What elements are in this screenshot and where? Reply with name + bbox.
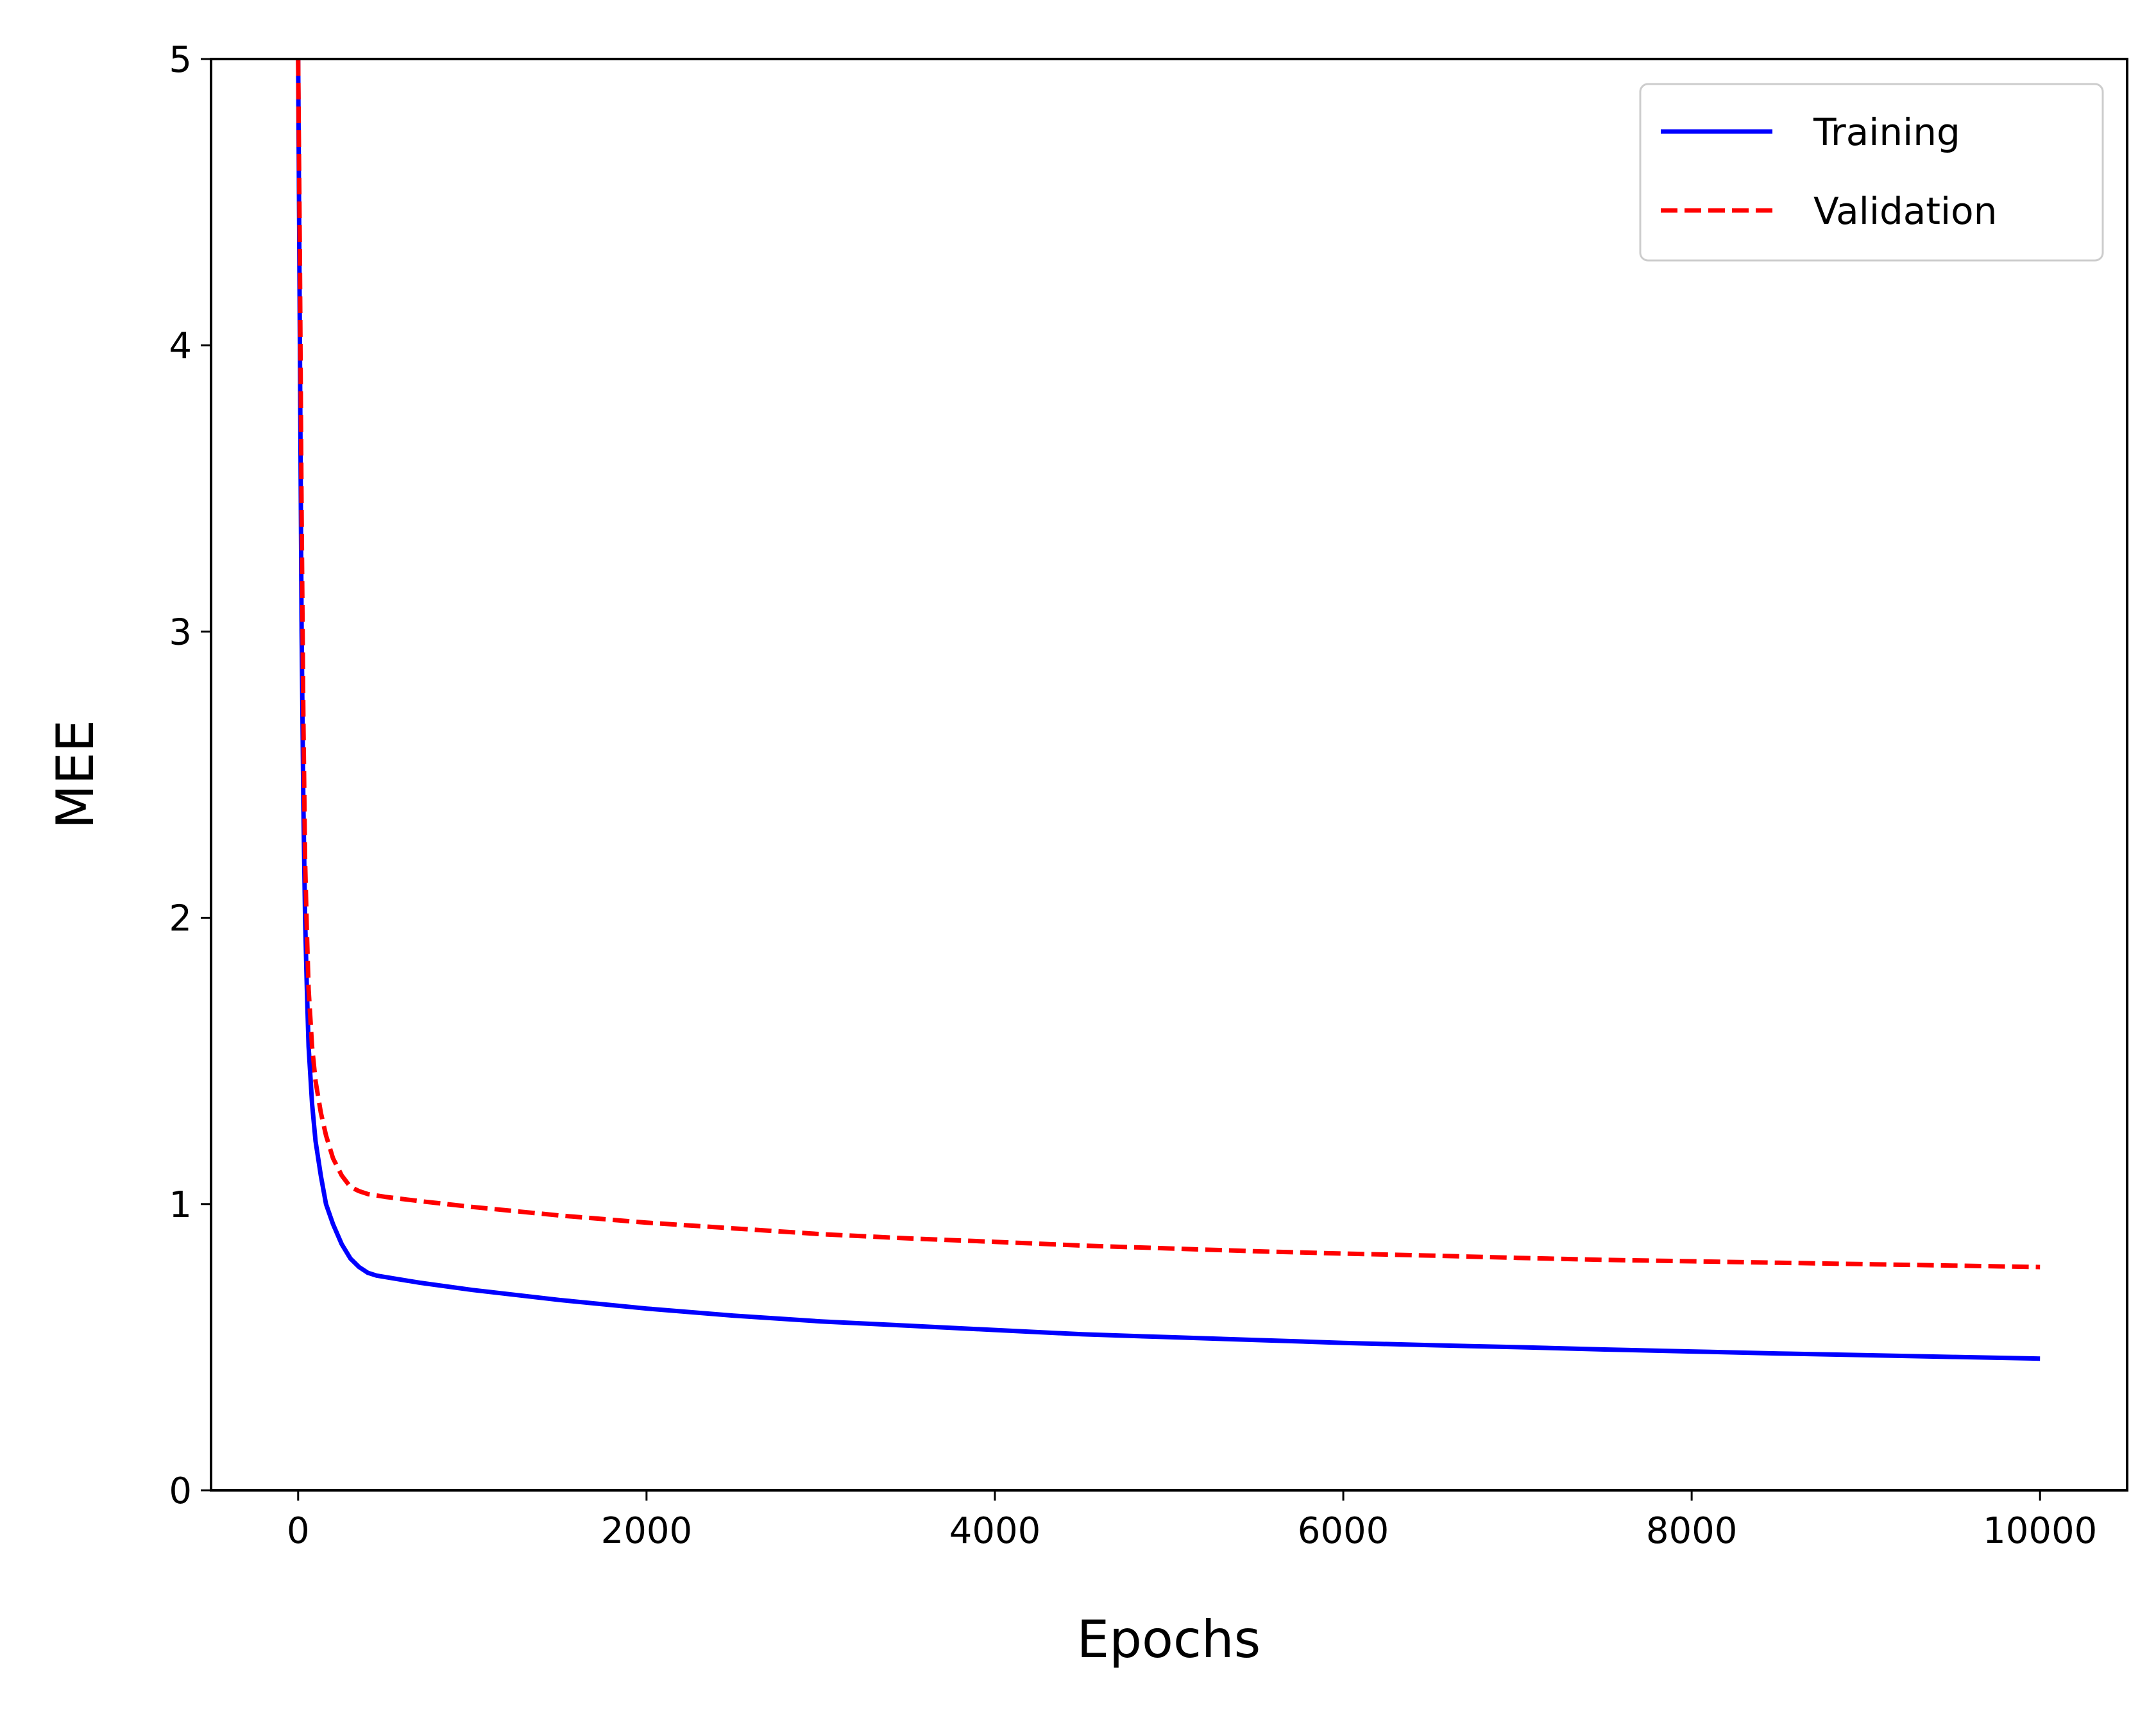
x-tick-label: 2000 [601, 1510, 693, 1552]
plot-area-frame [210, 58, 2128, 1492]
ticks-layer: 0 2000 4000 6000 8000 10000 0 1 2 3 4 5 [169, 39, 2097, 1552]
y-axis-label: MEE [46, 720, 105, 829]
x-tick-label: 0 [287, 1510, 310, 1552]
series-line-validation [296, 59, 2041, 1270]
y-tick-label: 1 [169, 1184, 192, 1226]
y-tick-label: 0 [169, 1470, 192, 1512]
x-tick-label: 10000 [1983, 1510, 2097, 1552]
legend-box [1639, 83, 2104, 262]
x-tick-label: 8000 [1646, 1510, 1738, 1552]
y-tick-label: 4 [169, 325, 192, 367]
x-tick-label: 4000 [949, 1510, 1041, 1552]
series-layer [296, 59, 2041, 1361]
x-axis-label: Epochs [1077, 1610, 1261, 1669]
x-tick-label: 6000 [1298, 1510, 1389, 1552]
y-tick-label: 3 [169, 611, 192, 653]
y-tick-label: 5 [169, 39, 192, 81]
legend: Training Validation [1639, 83, 2104, 262]
legend-label-validation: Validation [1813, 189, 1997, 233]
series-line-training [296, 59, 2041, 1361]
y-tick-label: 2 [169, 898, 192, 940]
legend-label-training: Training [1813, 110, 1960, 154]
